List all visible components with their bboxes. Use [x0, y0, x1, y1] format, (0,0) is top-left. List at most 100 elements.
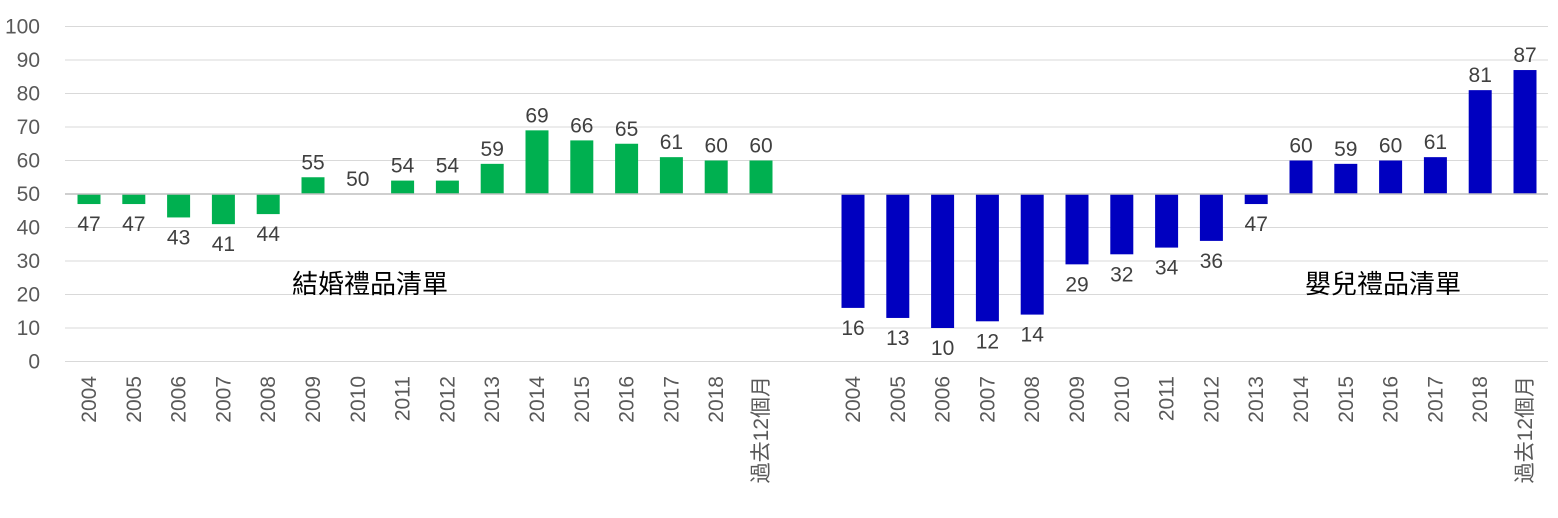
data-label: 65	[615, 118, 638, 141]
bar	[525, 130, 549, 194]
x-tick-label: 2007	[212, 376, 235, 423]
bar	[211, 194, 235, 225]
y-tick-label: 80	[17, 83, 40, 106]
x-tick-label: 2018	[1469, 376, 1492, 423]
data-label: 41	[212, 233, 235, 256]
y-tick-label: 10	[17, 317, 40, 340]
x-tick-label: 2006	[932, 376, 955, 423]
bar	[570, 140, 594, 194]
y-tick-label: 40	[17, 217, 40, 240]
bar	[122, 194, 146, 205]
data-label: 13	[886, 327, 909, 350]
x-tick-label: 2012	[1200, 376, 1223, 423]
x-tick-label: 2015	[1335, 376, 1358, 423]
x-tick-label: 2009	[1066, 376, 1089, 423]
data-label: 43	[167, 226, 190, 249]
data-label: 10	[931, 337, 954, 360]
y-tick-label: 90	[17, 49, 40, 72]
data-label: 61	[1424, 131, 1447, 154]
x-tick-label: 2015	[571, 376, 594, 423]
data-label: 59	[481, 138, 504, 161]
x-tick-label: 2006	[168, 376, 191, 423]
bar	[77, 194, 101, 205]
data-label: 81	[1469, 64, 1492, 87]
x-tick-label: 2014	[526, 376, 549, 423]
bar	[1065, 194, 1089, 265]
data-label: 54	[436, 155, 460, 178]
bar	[1468, 90, 1492, 194]
bar	[391, 180, 415, 194]
data-label: 47	[1245, 213, 1268, 236]
bar	[704, 160, 728, 194]
y-axis: 0 10 20 30 40 50 60 70 80 90 100	[5, 16, 40, 374]
x-tick-label: 2013	[481, 376, 504, 423]
x-tick-label: 2010	[1111, 376, 1134, 423]
y-tick-label: 0	[28, 351, 40, 374]
data-label: 14	[1021, 324, 1045, 347]
bar	[167, 194, 191, 218]
x-axis-labels: 2004 2005 2006 2007 2008 2009 2010 2011 2012 2013…	[78, 376, 1537, 484]
bar	[975, 194, 999, 322]
bar	[1155, 194, 1179, 248]
bar	[1020, 194, 1044, 315]
x-tick-label: 過去12個月	[750, 376, 773, 483]
group-label-baby: 嬰兒禮品清單	[1305, 269, 1461, 299]
bar	[1199, 194, 1223, 241]
bar	[480, 163, 504, 194]
x-tick-label: 2008	[1021, 376, 1044, 423]
data-label: 29	[1065, 273, 1088, 296]
data-label: 66	[570, 114, 593, 137]
x-tick-label: 2009	[302, 376, 325, 423]
x-tick-label: 過去12個月	[1514, 376, 1537, 483]
gridlines	[65, 26, 1548, 362]
x-tick-label: 2017	[660, 376, 683, 423]
y-tick-label: 30	[17, 250, 40, 273]
group-label-wedding: 結婚禮品清單	[292, 269, 448, 299]
bar	[1423, 157, 1447, 194]
data-label: 60	[1289, 135, 1312, 158]
bar	[1379, 160, 1403, 194]
data-label: 36	[1200, 250, 1223, 273]
x-tick-label: 2005	[123, 376, 146, 423]
data-labels: 47 47 43 41 44 55 50 54 54 59 69 66 65 61 60 60 16 13 10 12…	[77, 44, 1536, 360]
bar	[1110, 194, 1134, 255]
bar	[1513, 70, 1537, 194]
x-tick-label: 2016	[616, 376, 639, 423]
data-label: 55	[301, 151, 324, 174]
data-label: 16	[841, 317, 864, 340]
bar	[1289, 160, 1313, 194]
data-label: 32	[1110, 263, 1133, 286]
data-label: 50	[346, 168, 369, 191]
x-tick-label: 2012	[436, 376, 459, 423]
data-label: 60	[749, 135, 772, 158]
bar	[749, 160, 773, 194]
data-label: 47	[77, 213, 100, 236]
x-tick-label: 2010	[347, 376, 370, 423]
x-tick-label: 2014	[1290, 376, 1313, 423]
data-label: 54	[391, 155, 415, 178]
data-label: 44	[257, 223, 281, 246]
data-label: 69	[525, 104, 548, 127]
x-tick-label: 2004	[78, 376, 101, 423]
bar	[615, 143, 639, 194]
bar	[301, 177, 325, 194]
x-tick-label: 2017	[1424, 376, 1447, 423]
bar	[841, 194, 865, 308]
bars	[77, 70, 1537, 328]
data-label: 34	[1155, 257, 1179, 280]
y-tick-label: 60	[17, 150, 40, 173]
x-tick-label: 2007	[976, 376, 999, 423]
y-tick-label: 20	[17, 284, 40, 307]
x-tick-label: 2005	[887, 376, 910, 423]
data-label: 61	[660, 131, 683, 154]
x-tick-label: 2008	[257, 376, 280, 423]
y-tick-label: 50	[17, 183, 40, 206]
bar	[659, 157, 683, 194]
data-label: 60	[1379, 135, 1402, 158]
x-tick-label: 2016	[1380, 376, 1403, 423]
x-tick-label: 2004	[842, 376, 865, 423]
x-tick-label: 2011	[1156, 376, 1179, 421]
data-label: 12	[976, 330, 999, 353]
bar	[1244, 194, 1268, 205]
